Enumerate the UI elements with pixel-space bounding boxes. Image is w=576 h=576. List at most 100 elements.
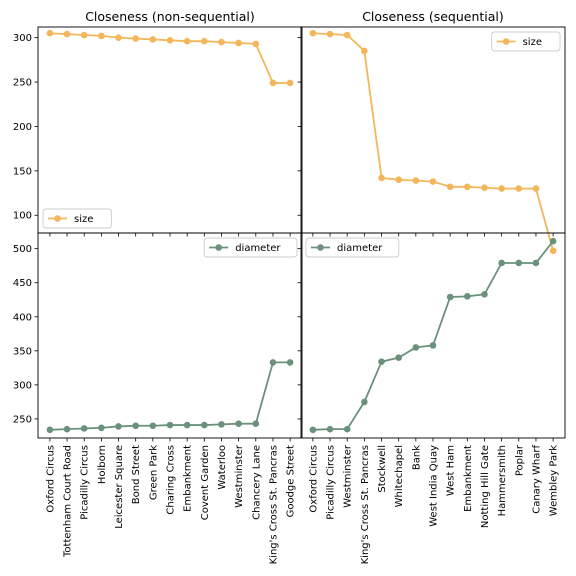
- y-tick-label: 300: [13, 33, 32, 44]
- data-point: [549, 247, 557, 255]
- y-tick-label: 500: [13, 244, 32, 255]
- legend-bottom: diameter: [305, 237, 400, 258]
- y-tick-label: 150: [13, 166, 32, 177]
- data-point: [429, 342, 437, 349]
- data-point: [446, 183, 454, 191]
- legend-box: [305, 237, 400, 258]
- data-point: [46, 29, 54, 37]
- data-point: [532, 259, 540, 267]
- data-point: [343, 425, 351, 433]
- data-point: [115, 34, 122, 41]
- data-point: [326, 425, 334, 433]
- data-point: [515, 185, 523, 192]
- data-point: [183, 37, 191, 45]
- x-tick-label: Picadilly Circus: [80, 445, 91, 520]
- data-point: [429, 178, 437, 185]
- legend-marker: [502, 38, 510, 45]
- axes-frame-bottom: [37, 232, 303, 439]
- x-tick-label: Bond Street: [131, 445, 142, 504]
- data-point: [412, 177, 420, 184]
- data-point: [481, 184, 488, 192]
- data-point: [498, 185, 505, 192]
- x-tick-label: Canary Wharf: [531, 445, 542, 514]
- x-tick-label: Picadilly Circus: [326, 445, 337, 520]
- data-point: [326, 30, 334, 38]
- legend-label: size: [523, 37, 542, 48]
- data-point: [252, 420, 260, 427]
- legend-bottom: diameter: [203, 237, 298, 258]
- data-point: [63, 30, 71, 38]
- x-tick-label: Westminster: [234, 444, 245, 508]
- x-tick-label: West Ham: [446, 445, 457, 496]
- data-point: [46, 426, 54, 434]
- data-point: [464, 293, 471, 300]
- data-point: [532, 185, 540, 192]
- y-tick-label: 250: [13, 414, 32, 425]
- legend-label: diameter: [337, 243, 383, 254]
- data-point: [498, 259, 505, 267]
- y-tick-label: 450: [13, 278, 32, 289]
- x-tick-label: Notting Hill Gate: [480, 445, 491, 528]
- data-point: [252, 40, 260, 48]
- x-tick-label: King's Cross St. Pancras: [360, 445, 371, 564]
- x-tick-label: Charing Cross: [166, 445, 177, 515]
- data-point: [149, 36, 157, 43]
- data-point: [166, 37, 174, 44]
- data-point: [378, 358, 385, 366]
- data-point: [183, 421, 191, 429]
- x-tick-label: Wembley Park: [549, 445, 560, 516]
- series-line-top: [312, 32, 554, 251]
- y-tick-label: 350: [13, 346, 32, 357]
- data-point: [549, 237, 557, 245]
- series-line-bottom: [312, 240, 554, 431]
- data-point: [378, 174, 385, 182]
- data-point: [286, 79, 294, 87]
- data-point: [132, 422, 139, 430]
- data-point: [80, 425, 88, 432]
- x-tick-label: Oxford Circus: [45, 445, 56, 513]
- data-point: [132, 35, 139, 42]
- data-point: [218, 38, 225, 46]
- data-point: [98, 32, 105, 40]
- x-tick-label: Bank: [411, 445, 422, 470]
- data-point: [80, 31, 88, 39]
- data-point: [446, 293, 454, 301]
- data-point: [149, 422, 157, 430]
- y-tick-label: 200: [13, 122, 32, 133]
- x-tick-label: West India Quay: [429, 445, 440, 527]
- data-point: [98, 424, 105, 432]
- data-point: [481, 290, 488, 298]
- data-point: [464, 183, 471, 191]
- x-tick-label: Whitechapel: [394, 445, 405, 507]
- legend-marker: [317, 244, 324, 251]
- data-point: [361, 398, 368, 406]
- legend-label: diameter: [235, 243, 281, 254]
- data-point: [395, 176, 402, 184]
- y-tick-label: 400: [13, 312, 32, 323]
- x-tick-label: Embankment: [463, 445, 474, 512]
- data-point: [201, 421, 208, 429]
- axes-frame-top: [300, 26, 566, 234]
- x-tick-label: Tottenham Court Road: [63, 445, 74, 558]
- data-point: [343, 31, 351, 39]
- x-tick-label: Waterloo: [217, 445, 228, 490]
- x-tick-label: Green Park: [148, 445, 159, 500]
- x-tick-label: Covent Garden: [200, 445, 211, 520]
- legend-label: size: [74, 214, 93, 225]
- legend-top: size: [42, 208, 112, 229]
- data-point: [63, 425, 71, 433]
- legend-box: [42, 208, 112, 229]
- legend-box: [203, 237, 298, 258]
- x-tick-label: Goodge Street: [286, 445, 297, 517]
- x-tick-label: Chancery Lane: [251, 445, 262, 520]
- data-point: [286, 359, 294, 366]
- data-point: [235, 420, 242, 427]
- data-point: [309, 29, 317, 37]
- legend-marker: [54, 215, 61, 222]
- data-point: [515, 259, 523, 267]
- x-tick-label: Hammersmith: [497, 445, 508, 516]
- data-point: [218, 421, 225, 428]
- data-point: [395, 354, 402, 361]
- y-tick-label: 100: [13, 211, 32, 222]
